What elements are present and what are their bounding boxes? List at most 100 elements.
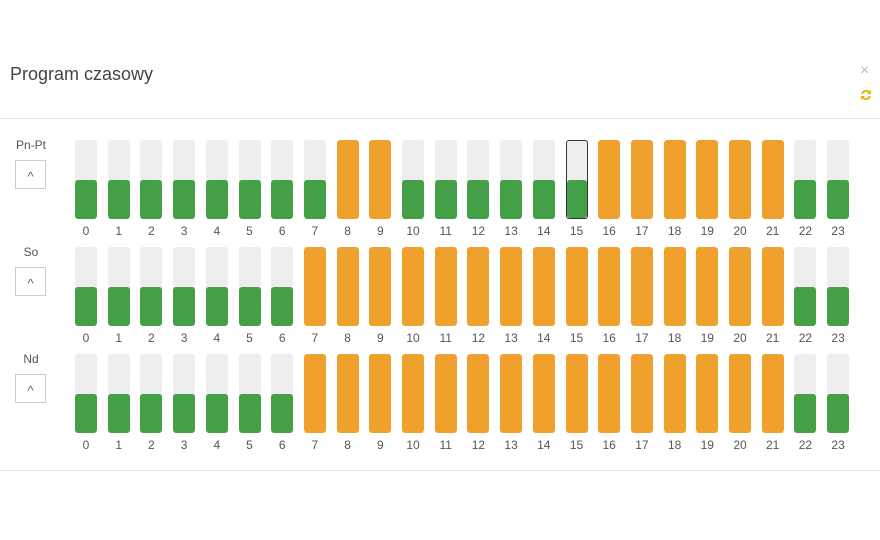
hour-slot[interactable] bbox=[500, 247, 523, 326]
hour-slot[interactable] bbox=[173, 354, 196, 433]
hour-slot[interactable] bbox=[434, 247, 457, 326]
close-button[interactable]: × bbox=[860, 62, 870, 79]
hour-slot[interactable] bbox=[369, 354, 392, 433]
hour-slot[interactable] bbox=[565, 354, 588, 433]
hour-slot[interactable] bbox=[794, 247, 817, 326]
high-level bbox=[696, 140, 719, 219]
hour-slot[interactable] bbox=[827, 354, 850, 433]
hour-label: 15 bbox=[569, 224, 584, 238]
hour-slot[interactable] bbox=[794, 140, 817, 219]
hour-slot[interactable] bbox=[761, 247, 784, 326]
hour-slot[interactable] bbox=[467, 354, 490, 433]
hour-slot[interactable] bbox=[336, 140, 359, 219]
refresh-icon[interactable] bbox=[860, 89, 872, 101]
hour-slot[interactable] bbox=[303, 140, 326, 219]
low-level bbox=[271, 393, 294, 433]
high-level bbox=[565, 247, 588, 326]
hour-label: 1 bbox=[115, 224, 123, 238]
hour-slot[interactable] bbox=[630, 247, 653, 326]
hour-slot[interactable] bbox=[238, 140, 261, 219]
collapse-button[interactable]: ^ bbox=[15, 374, 46, 403]
hour-slot[interactable] bbox=[173, 247, 196, 326]
low-level bbox=[794, 179, 817, 219]
hour-label: 3 bbox=[180, 438, 188, 452]
hour-slot[interactable] bbox=[173, 140, 196, 219]
hour-slot[interactable] bbox=[434, 354, 457, 433]
hour-slot[interactable] bbox=[369, 247, 392, 326]
hour-slot[interactable] bbox=[663, 140, 686, 219]
high-level bbox=[663, 140, 686, 219]
hour-slot[interactable] bbox=[532, 354, 555, 433]
hour-slot[interactable] bbox=[75, 354, 97, 433]
hour-label: 4 bbox=[213, 331, 221, 345]
hour-label: 18 bbox=[667, 331, 682, 345]
hour-label: 17 bbox=[635, 438, 649, 452]
hour-slot[interactable] bbox=[107, 247, 130, 326]
hour-slot[interactable] bbox=[205, 354, 228, 433]
hour-slot[interactable] bbox=[532, 140, 555, 219]
collapse-button[interactable]: ^ bbox=[15, 267, 46, 296]
low-level bbox=[173, 286, 196, 326]
row-label: Nd bbox=[23, 352, 39, 366]
hour-slot[interactable] bbox=[303, 354, 326, 433]
hour-slot[interactable] bbox=[303, 247, 326, 326]
hour-slot[interactable] bbox=[140, 247, 163, 326]
hour-slot[interactable] bbox=[140, 354, 163, 433]
hour-slot[interactable] bbox=[598, 140, 621, 219]
hour-slot[interactable] bbox=[238, 247, 261, 326]
hour-slot[interactable] bbox=[369, 140, 392, 219]
high-level bbox=[402, 354, 424, 433]
hour-label: 7 bbox=[311, 331, 319, 345]
hour-slot[interactable] bbox=[630, 354, 653, 433]
hour-slot[interactable] bbox=[107, 140, 130, 219]
hour-slot[interactable] bbox=[663, 354, 686, 433]
hour-slot[interactable] bbox=[271, 140, 294, 219]
hour-slot[interactable] bbox=[598, 247, 621, 326]
high-level bbox=[369, 354, 392, 433]
hour-slot[interactable] bbox=[565, 247, 588, 326]
hour-slot[interactable] bbox=[75, 140, 97, 219]
hour-slot[interactable] bbox=[696, 140, 719, 219]
hour-slot[interactable] bbox=[761, 140, 784, 219]
hour-slot[interactable] bbox=[827, 247, 850, 326]
hour-slot[interactable] bbox=[336, 354, 359, 433]
hour-slot[interactable] bbox=[271, 247, 294, 326]
hour-label: 3 bbox=[180, 224, 188, 238]
hour-slot[interactable] bbox=[402, 140, 424, 219]
hour-slot[interactable] bbox=[402, 354, 424, 433]
hour-slot[interactable] bbox=[107, 354, 130, 433]
hour-slot[interactable] bbox=[75, 247, 97, 326]
hour-slot[interactable] bbox=[336, 247, 359, 326]
collapse-button[interactable]: ^ bbox=[15, 160, 46, 189]
hour-slot[interactable] bbox=[271, 354, 294, 433]
hour-slot[interactable] bbox=[794, 354, 817, 433]
hour-label: 7 bbox=[311, 224, 319, 238]
hour-slot[interactable] bbox=[729, 247, 751, 326]
hour-label: 2 bbox=[148, 438, 155, 452]
hour-slot[interactable] bbox=[238, 354, 261, 433]
hour-label: 13 bbox=[504, 438, 518, 452]
hour-slot[interactable] bbox=[467, 247, 490, 326]
hour-slot[interactable] bbox=[205, 140, 228, 219]
hour-slot[interactable] bbox=[532, 247, 555, 326]
hour-slot[interactable] bbox=[467, 140, 490, 219]
hour-slot[interactable] bbox=[729, 140, 751, 219]
hour-slot[interactable] bbox=[761, 354, 784, 433]
hour-slot[interactable] bbox=[140, 140, 163, 219]
low-level bbox=[75, 179, 97, 219]
hour-slot[interactable] bbox=[630, 140, 653, 219]
hour-slot[interactable] bbox=[205, 247, 228, 326]
hour-slot[interactable] bbox=[598, 354, 621, 433]
hour-label: 6 bbox=[278, 438, 286, 452]
hour-slot[interactable] bbox=[696, 247, 719, 326]
hour-slot[interactable] bbox=[663, 247, 686, 326]
hour-slot[interactable] bbox=[500, 140, 523, 219]
hour-slot[interactable] bbox=[500, 354, 523, 433]
hour-slot[interactable] bbox=[729, 354, 751, 433]
hour-slot[interactable] bbox=[565, 140, 588, 219]
hour-slot[interactable] bbox=[402, 247, 424, 326]
hour-slot[interactable] bbox=[827, 140, 850, 219]
hour-slot[interactable] bbox=[434, 140, 457, 219]
high-level bbox=[303, 247, 326, 326]
hour-slot[interactable] bbox=[696, 354, 719, 433]
